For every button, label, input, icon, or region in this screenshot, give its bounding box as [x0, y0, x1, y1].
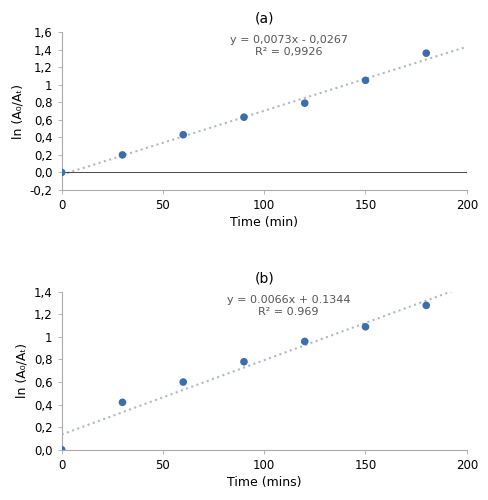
Y-axis label: ln (A₀/Aₜ): ln (A₀/Aₜ)	[15, 344, 28, 398]
Point	[58, 446, 65, 454]
Point	[179, 130, 187, 138]
X-axis label: Time (mins): Time (mins)	[226, 476, 301, 489]
Point	[422, 49, 429, 57]
Text: y = 0,0073x - 0,0267
R² = 0,9926: y = 0,0073x - 0,0267 R² = 0,9926	[229, 36, 347, 57]
Point	[361, 323, 368, 331]
Text: y = 0.0066x + 0.1344
R² = 0.969: y = 0.0066x + 0.1344 R² = 0.969	[226, 295, 349, 316]
Point	[240, 358, 247, 366]
Point	[179, 378, 187, 386]
Point	[58, 168, 65, 176]
Point	[240, 113, 247, 121]
Point	[118, 398, 126, 406]
Point	[300, 338, 308, 345]
Text: (a): (a)	[254, 12, 273, 26]
Point	[300, 99, 308, 107]
Y-axis label: ln (A₀/Aₜ): ln (A₀/Aₜ)	[11, 84, 24, 138]
Text: (b): (b)	[254, 272, 274, 285]
Point	[118, 151, 126, 159]
Point	[422, 302, 429, 310]
Point	[361, 76, 368, 84]
X-axis label: Time (min): Time (min)	[230, 216, 298, 229]
